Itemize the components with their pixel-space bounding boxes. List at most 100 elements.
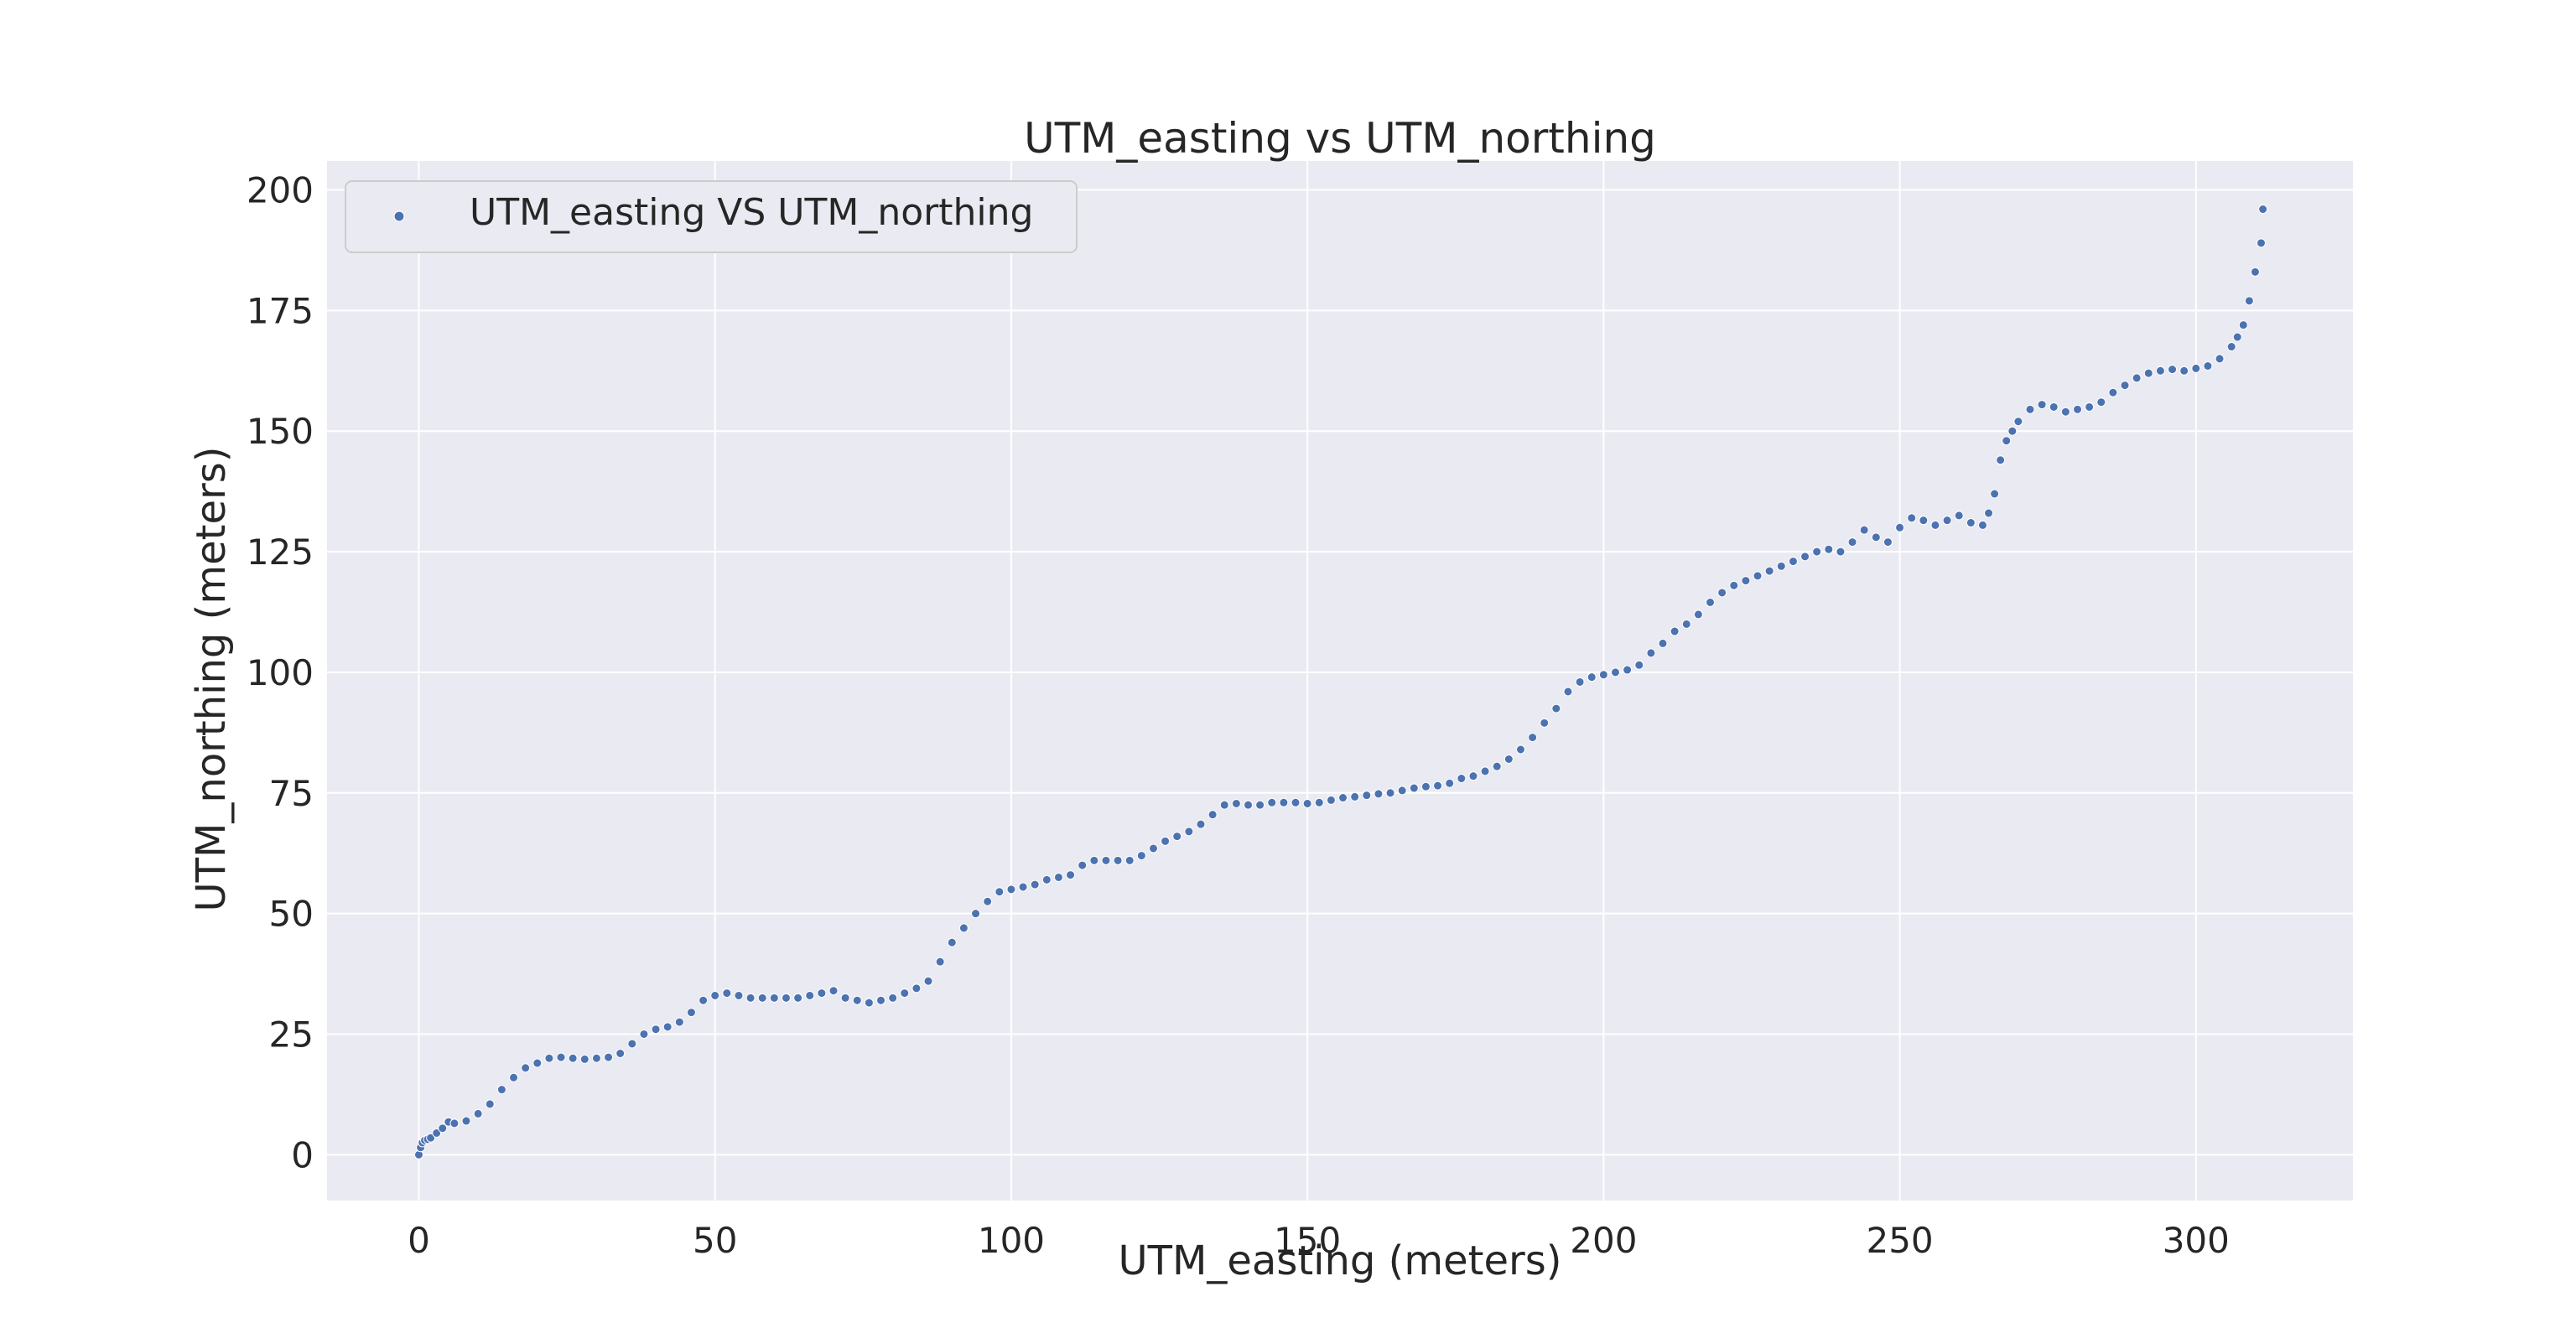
data-point (1693, 610, 1703, 620)
data-point (1172, 832, 1182, 842)
y-tick-label: 200 (247, 170, 314, 211)
x-tick-label: 0 (408, 1220, 430, 1261)
legend-box (345, 180, 1078, 253)
data-point (1362, 791, 1372, 801)
data-point (828, 986, 839, 996)
data-point (971, 909, 981, 919)
data-point (2085, 402, 2095, 412)
data-point (1066, 870, 1076, 880)
data-point (911, 983, 922, 993)
data-point (947, 937, 957, 947)
data-point (1598, 670, 1608, 680)
data-point (840, 993, 850, 1003)
data-point (2179, 366, 2189, 376)
data-point (1184, 827, 1194, 837)
y-axis-label: UTM_northing (meters) (188, 447, 235, 912)
data-point (1575, 677, 1585, 687)
data-point (662, 1022, 673, 1032)
data-point (2132, 373, 2142, 383)
data-point (1942, 516, 1952, 526)
data-point (556, 1052, 566, 1062)
data-point (1871, 532, 1881, 542)
data-point (745, 993, 756, 1003)
data-point (2258, 205, 2268, 215)
data-point (1041, 874, 1052, 884)
data-point (1480, 766, 1490, 776)
data-point (1812, 547, 1822, 557)
x-tick-label: 250 (1866, 1220, 1933, 1261)
y-tick-label: 175 (247, 290, 314, 331)
data-point (1161, 836, 1171, 846)
data-point (2244, 296, 2254, 306)
data-point (1706, 597, 1716, 607)
data-point (1006, 884, 1016, 895)
data-point (1859, 525, 1869, 535)
data-point (2007, 426, 2018, 436)
data-point (1244, 800, 1254, 810)
data-point (1267, 797, 1277, 807)
data-point (1338, 793, 1348, 803)
legend: UTM_easting VS UTM_northing (345, 180, 1078, 253)
data-point (1350, 791, 1360, 801)
data-point (1895, 522, 1905, 532)
data-point (1800, 552, 1810, 562)
data-point (1741, 576, 1751, 586)
data-point (1646, 648, 1656, 658)
x-tick-label: 100 (978, 1220, 1045, 1261)
data-point (1196, 819, 1206, 829)
data-point (1208, 810, 1218, 820)
chart-title: UTM_easting vs UTM_northing (1024, 114, 1656, 163)
data-point (1409, 783, 1419, 793)
data-point (579, 1054, 589, 1064)
data-point (1984, 508, 1994, 518)
data-point (1018, 882, 1028, 892)
data-point (2155, 366, 2165, 376)
data-point (2002, 436, 2012, 446)
data-point (1907, 513, 1917, 523)
data-point (769, 993, 779, 1003)
data-point (1420, 781, 1431, 791)
data-point (438, 1123, 448, 1133)
data-point (1764, 566, 1774, 576)
data-point (2203, 361, 2213, 371)
data-point (1231, 798, 1241, 808)
data-point (1551, 703, 1561, 713)
data-point (426, 1133, 436, 1143)
data-point (1113, 855, 1123, 865)
data-point (935, 957, 945, 967)
data-point (1255, 800, 1265, 810)
data-point (1148, 843, 1158, 853)
data-point (1468, 771, 1478, 781)
data-point (888, 993, 898, 1003)
data-point (2096, 397, 2106, 407)
data-point (473, 1108, 483, 1118)
data-point (532, 1058, 543, 1068)
data-point (2257, 238, 2267, 248)
data-point (1977, 520, 1987, 530)
data-point (1030, 879, 1040, 890)
data-point (2037, 400, 2047, 410)
data-point (674, 1017, 684, 1027)
data-point (1540, 718, 1550, 728)
data-point (449, 1118, 460, 1128)
data-point (591, 1053, 601, 1063)
legend-marker (393, 210, 405, 222)
data-point (1587, 672, 1597, 682)
data-point (1053, 872, 1063, 882)
data-point (1634, 660, 1644, 670)
data-point (757, 993, 767, 1003)
data-point (1681, 619, 1691, 629)
data-point (2108, 387, 2118, 397)
x-tick-label: 300 (2163, 1220, 2230, 1261)
data-point (2073, 404, 2083, 414)
y-tick-label: 100 (247, 652, 314, 693)
data-point (1788, 557, 1798, 567)
data-point (1954, 511, 1964, 521)
data-point (544, 1053, 554, 1063)
grid-lines (327, 161, 2353, 1201)
data-point (1776, 561, 1786, 571)
data-point (1847, 537, 1857, 547)
data-point (509, 1072, 519, 1082)
y-tick-label: 0 (291, 1134, 314, 1175)
data-point (2191, 363, 2201, 373)
